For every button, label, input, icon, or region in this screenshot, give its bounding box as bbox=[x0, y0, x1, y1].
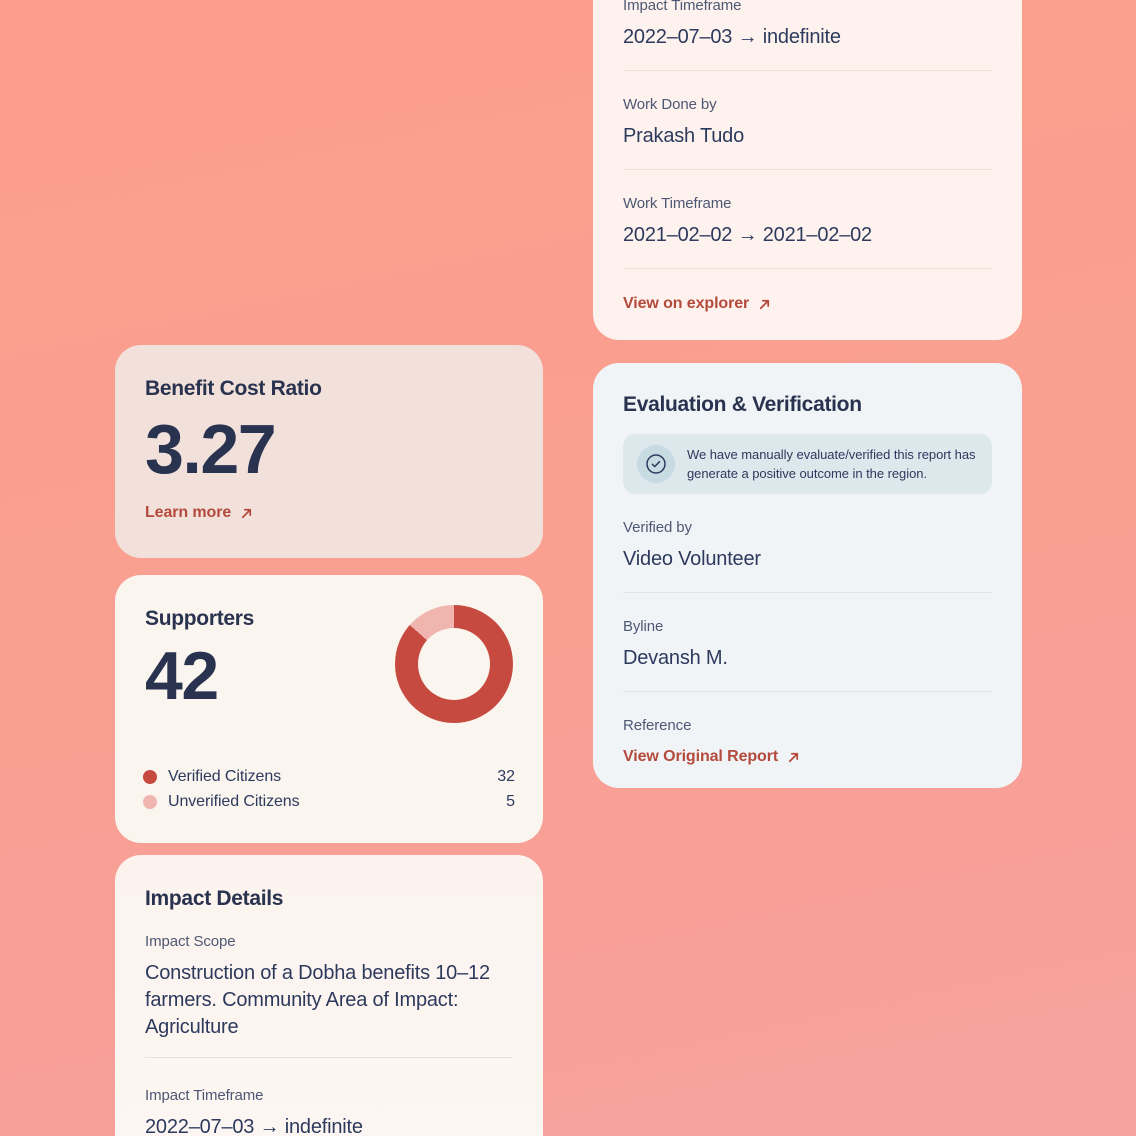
divider bbox=[623, 169, 992, 170]
view-on-explorer-link[interactable]: View on explorer bbox=[623, 293, 771, 315]
impact-timeframe-field: Impact Timeframe 2022–07–03 → indefinite bbox=[145, 1086, 513, 1136]
legend-label: Verified Citizens bbox=[168, 768, 282, 785]
divider bbox=[145, 1057, 513, 1058]
donut-legend: Verified Citizens 32 Unverified Citizens… bbox=[143, 768, 515, 811]
check-circle-icon bbox=[637, 445, 675, 483]
link-label: View Original Report bbox=[623, 748, 779, 765]
card-title: Benefit Cost Ratio bbox=[145, 377, 322, 400]
evaluation-verification-card: Evaluation & Verification We have manual… bbox=[593, 363, 1022, 788]
work-timeframe-field: Work Timeframe 2021–02–02 → 2021–02–02 bbox=[623, 194, 992, 248]
divider bbox=[623, 268, 992, 269]
field-value: 2021–02–02 → 2021–02–02 bbox=[623, 224, 872, 246]
legend-label: Unverified Citizens bbox=[168, 793, 300, 810]
field-label: Reference bbox=[623, 717, 692, 734]
supporters-total: 42 bbox=[145, 638, 219, 714]
divider bbox=[623, 592, 992, 593]
field-label: Byline bbox=[623, 618, 664, 635]
legend-row-verified: Verified Citizens 32 bbox=[143, 768, 515, 786]
impact-details-card: Impact Details Impact Scope Construction… bbox=[115, 855, 543, 1136]
link-label: View on explorer bbox=[623, 295, 750, 312]
learn-more-link[interactable]: Learn more bbox=[145, 502, 253, 524]
byline-field: Byline Devansh M. bbox=[623, 617, 992, 671]
view-original-report-link[interactable]: View Original Report bbox=[623, 746, 800, 768]
divider bbox=[623, 691, 992, 692]
reference-field: Reference View Original Report bbox=[623, 716, 992, 768]
field-value: 2022–07–03 → indefinite bbox=[145, 1116, 363, 1136]
legend-value: 5 bbox=[506, 793, 515, 810]
legend-dot-unverified bbox=[143, 795, 157, 809]
field-label: Work Done by bbox=[623, 96, 717, 113]
field-value: Construction of a Dobha benefits 10–12 f… bbox=[145, 962, 490, 1038]
supporters-card: Supporters 42 Verified Citizens 32 Unver… bbox=[115, 575, 543, 843]
field-label: Impact Timeframe bbox=[623, 0, 742, 14]
benefit-cost-ratio-card: Benefit Cost Ratio 3.27 Learn more bbox=[115, 345, 543, 558]
benefit-cost-ratio-value: 3.27 bbox=[145, 410, 277, 488]
link-label: Learn more bbox=[145, 504, 232, 521]
legend-value: 32 bbox=[497, 768, 515, 785]
verified-by-field: Verified by Video Volunteer bbox=[623, 518, 992, 572]
legend-dot-verified bbox=[143, 770, 157, 784]
external-link-arrow-icon bbox=[242, 508, 252, 518]
card-title: Impact Details bbox=[145, 887, 284, 910]
field-value: Video Volunteer bbox=[623, 548, 761, 570]
external-link-arrow-icon bbox=[760, 299, 770, 309]
work-details-card: Impact Timeframe 2022–07–03 → indefinite… bbox=[593, 0, 1022, 340]
field-label: Verified by bbox=[623, 519, 692, 536]
field-value: Devansh M. bbox=[623, 647, 728, 669]
divider bbox=[623, 70, 992, 71]
verification-notice: We have manually evaluate/verified this … bbox=[623, 434, 992, 494]
notice-text: We have manually evaluate/verified this … bbox=[687, 447, 976, 481]
impact-scope-field: Impact Scope Construction of a Dobha ben… bbox=[145, 932, 513, 1041]
field-label: Impact Timeframe bbox=[145, 1087, 264, 1104]
field-value: Prakash Tudo bbox=[623, 125, 745, 147]
work-done-by-field: Work Done by Prakash Tudo bbox=[623, 95, 992, 149]
field-label: Work Timeframe bbox=[623, 195, 732, 212]
card-title: Evaluation & Verification bbox=[623, 393, 862, 416]
card-title: Supporters bbox=[145, 607, 255, 630]
external-link-arrow-icon bbox=[788, 752, 799, 762]
field-value: 2022–07–03 → indefinite bbox=[623, 26, 841, 48]
field-label: Impact Scope bbox=[145, 933, 236, 950]
legend-row-unverified: Unverified Citizens 5 bbox=[143, 793, 515, 811]
impact-timeframe-field: Impact Timeframe 2022–07–03 → indefinite bbox=[623, 0, 992, 50]
supporters-donut-chart bbox=[395, 605, 513, 723]
